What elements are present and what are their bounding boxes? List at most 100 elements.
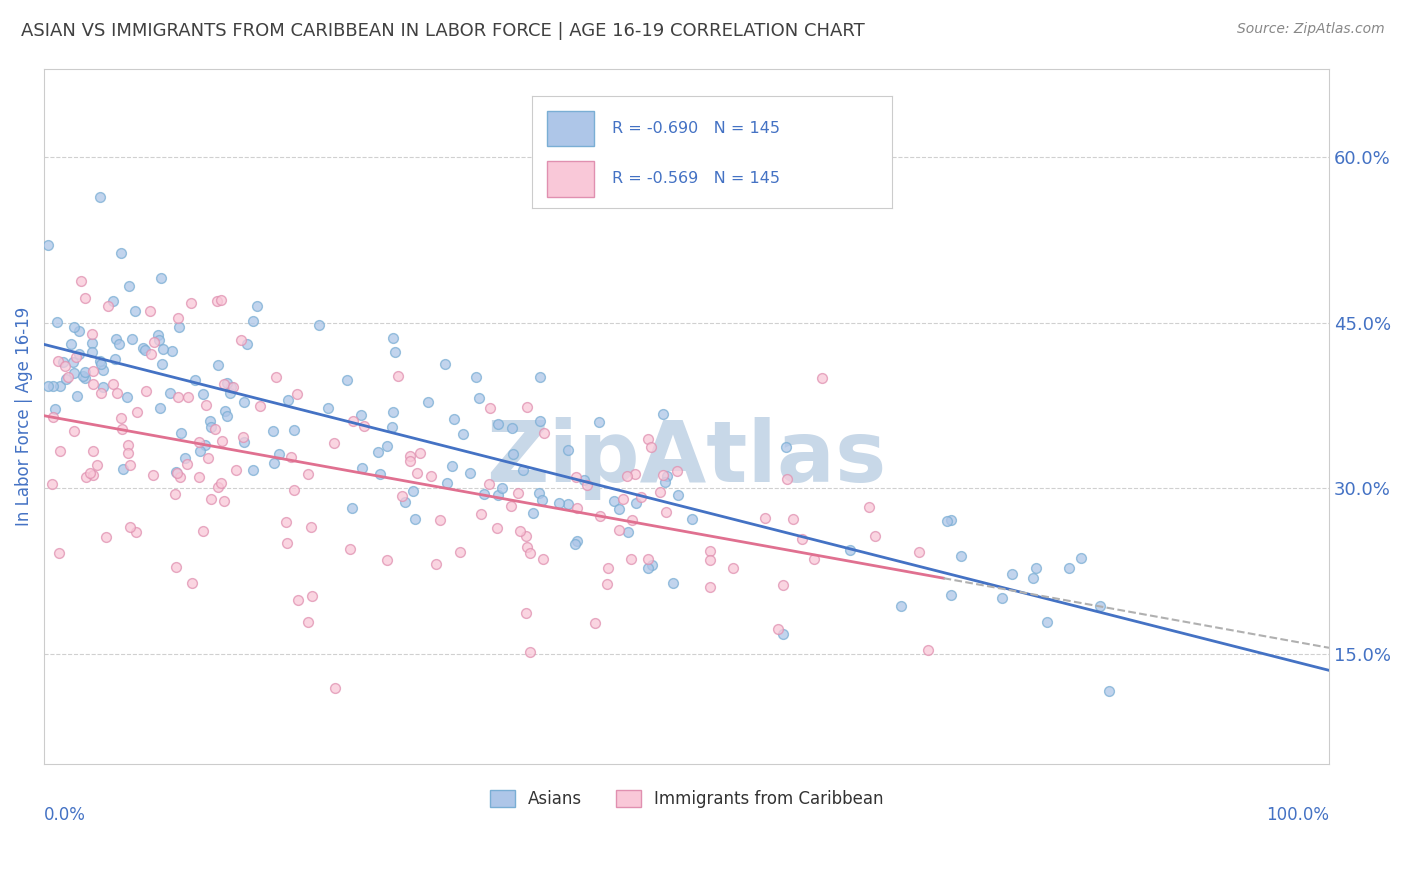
Point <box>167 390 190 404</box>
Point <box>565 500 588 515</box>
Text: ASIAN VS IMMIGRANTS FROM CARIBBEAN IN LABOR FORCE | AGE 16-19 CORRELATION CHART: ASIAN VS IMMIGRANTS FROM CARIBBEAN IN LA… <box>21 22 865 40</box>
Point <box>66 389 89 403</box>
Point <box>353 418 375 433</box>
Point <box>176 457 198 471</box>
Point <box>62 355 84 369</box>
Point <box>391 489 413 503</box>
Point <box>436 475 458 490</box>
Point <box>399 454 422 468</box>
Point <box>117 438 139 452</box>
Point <box>640 440 662 454</box>
Point <box>404 512 426 526</box>
Point <box>159 386 181 401</box>
Point <box>721 561 744 575</box>
Point <box>699 580 721 594</box>
Point <box>200 491 222 506</box>
Point <box>1098 683 1121 698</box>
Point <box>229 333 252 347</box>
Point <box>97 299 120 313</box>
Point <box>433 358 456 372</box>
Point <box>48 546 70 560</box>
Point <box>565 470 588 484</box>
Point <box>654 475 676 489</box>
Point <box>82 467 104 482</box>
Point <box>661 575 683 590</box>
Point <box>188 444 211 458</box>
Point <box>1001 567 1024 582</box>
Point <box>533 426 555 441</box>
Point <box>443 411 465 425</box>
Point <box>45 315 67 329</box>
Point <box>187 470 209 484</box>
Point <box>515 529 537 543</box>
Point <box>215 409 238 423</box>
Point <box>176 390 198 404</box>
Point <box>486 488 509 502</box>
Point <box>141 347 163 361</box>
Point <box>509 524 531 538</box>
Point <box>440 459 463 474</box>
Point <box>583 616 606 631</box>
Point <box>626 496 648 510</box>
Point <box>607 501 630 516</box>
Point <box>188 435 211 450</box>
Point <box>80 345 103 359</box>
Point <box>148 328 170 343</box>
Point <box>152 342 174 356</box>
Point <box>180 296 202 310</box>
Point <box>96 530 118 544</box>
Point <box>323 681 346 695</box>
Point <box>790 533 813 547</box>
Point <box>169 426 191 441</box>
Point <box>1036 615 1059 629</box>
Point <box>342 414 364 428</box>
Point <box>516 400 538 414</box>
Point <box>367 445 389 459</box>
Point <box>637 552 659 566</box>
Point <box>381 331 404 345</box>
Point <box>160 344 183 359</box>
Point <box>103 294 125 309</box>
Point <box>197 450 219 465</box>
Point <box>322 436 344 450</box>
Point <box>991 591 1014 605</box>
Point <box>48 354 70 368</box>
Point <box>655 468 678 483</box>
Point <box>165 560 187 574</box>
Point <box>398 449 420 463</box>
Point <box>217 376 239 390</box>
Point <box>120 519 142 533</box>
Point <box>56 369 79 384</box>
Point <box>107 337 129 351</box>
Text: Source: ZipAtlas.com: Source: ZipAtlas.com <box>1237 22 1385 37</box>
Point <box>209 293 232 307</box>
Point <box>165 465 187 479</box>
Point <box>214 403 236 417</box>
Point <box>52 355 75 369</box>
Point <box>280 450 302 464</box>
Point <box>654 505 676 519</box>
Point <box>44 402 66 417</box>
Point <box>449 545 471 559</box>
Point <box>86 458 108 473</box>
Point <box>1025 561 1047 575</box>
Point <box>939 588 962 602</box>
Point <box>499 500 522 514</box>
Point <box>150 357 173 371</box>
Point <box>232 430 254 444</box>
Point <box>308 318 330 333</box>
Point <box>766 622 789 636</box>
Point <box>124 304 146 318</box>
Point <box>194 399 217 413</box>
Point <box>775 441 797 455</box>
Point <box>209 475 232 490</box>
Point <box>277 393 299 408</box>
Point <box>478 401 501 415</box>
Point <box>529 369 551 384</box>
Point <box>191 524 214 538</box>
Point <box>105 386 128 401</box>
Point <box>142 467 165 482</box>
Point <box>681 511 703 525</box>
Point <box>75 470 97 484</box>
Point <box>368 467 391 481</box>
